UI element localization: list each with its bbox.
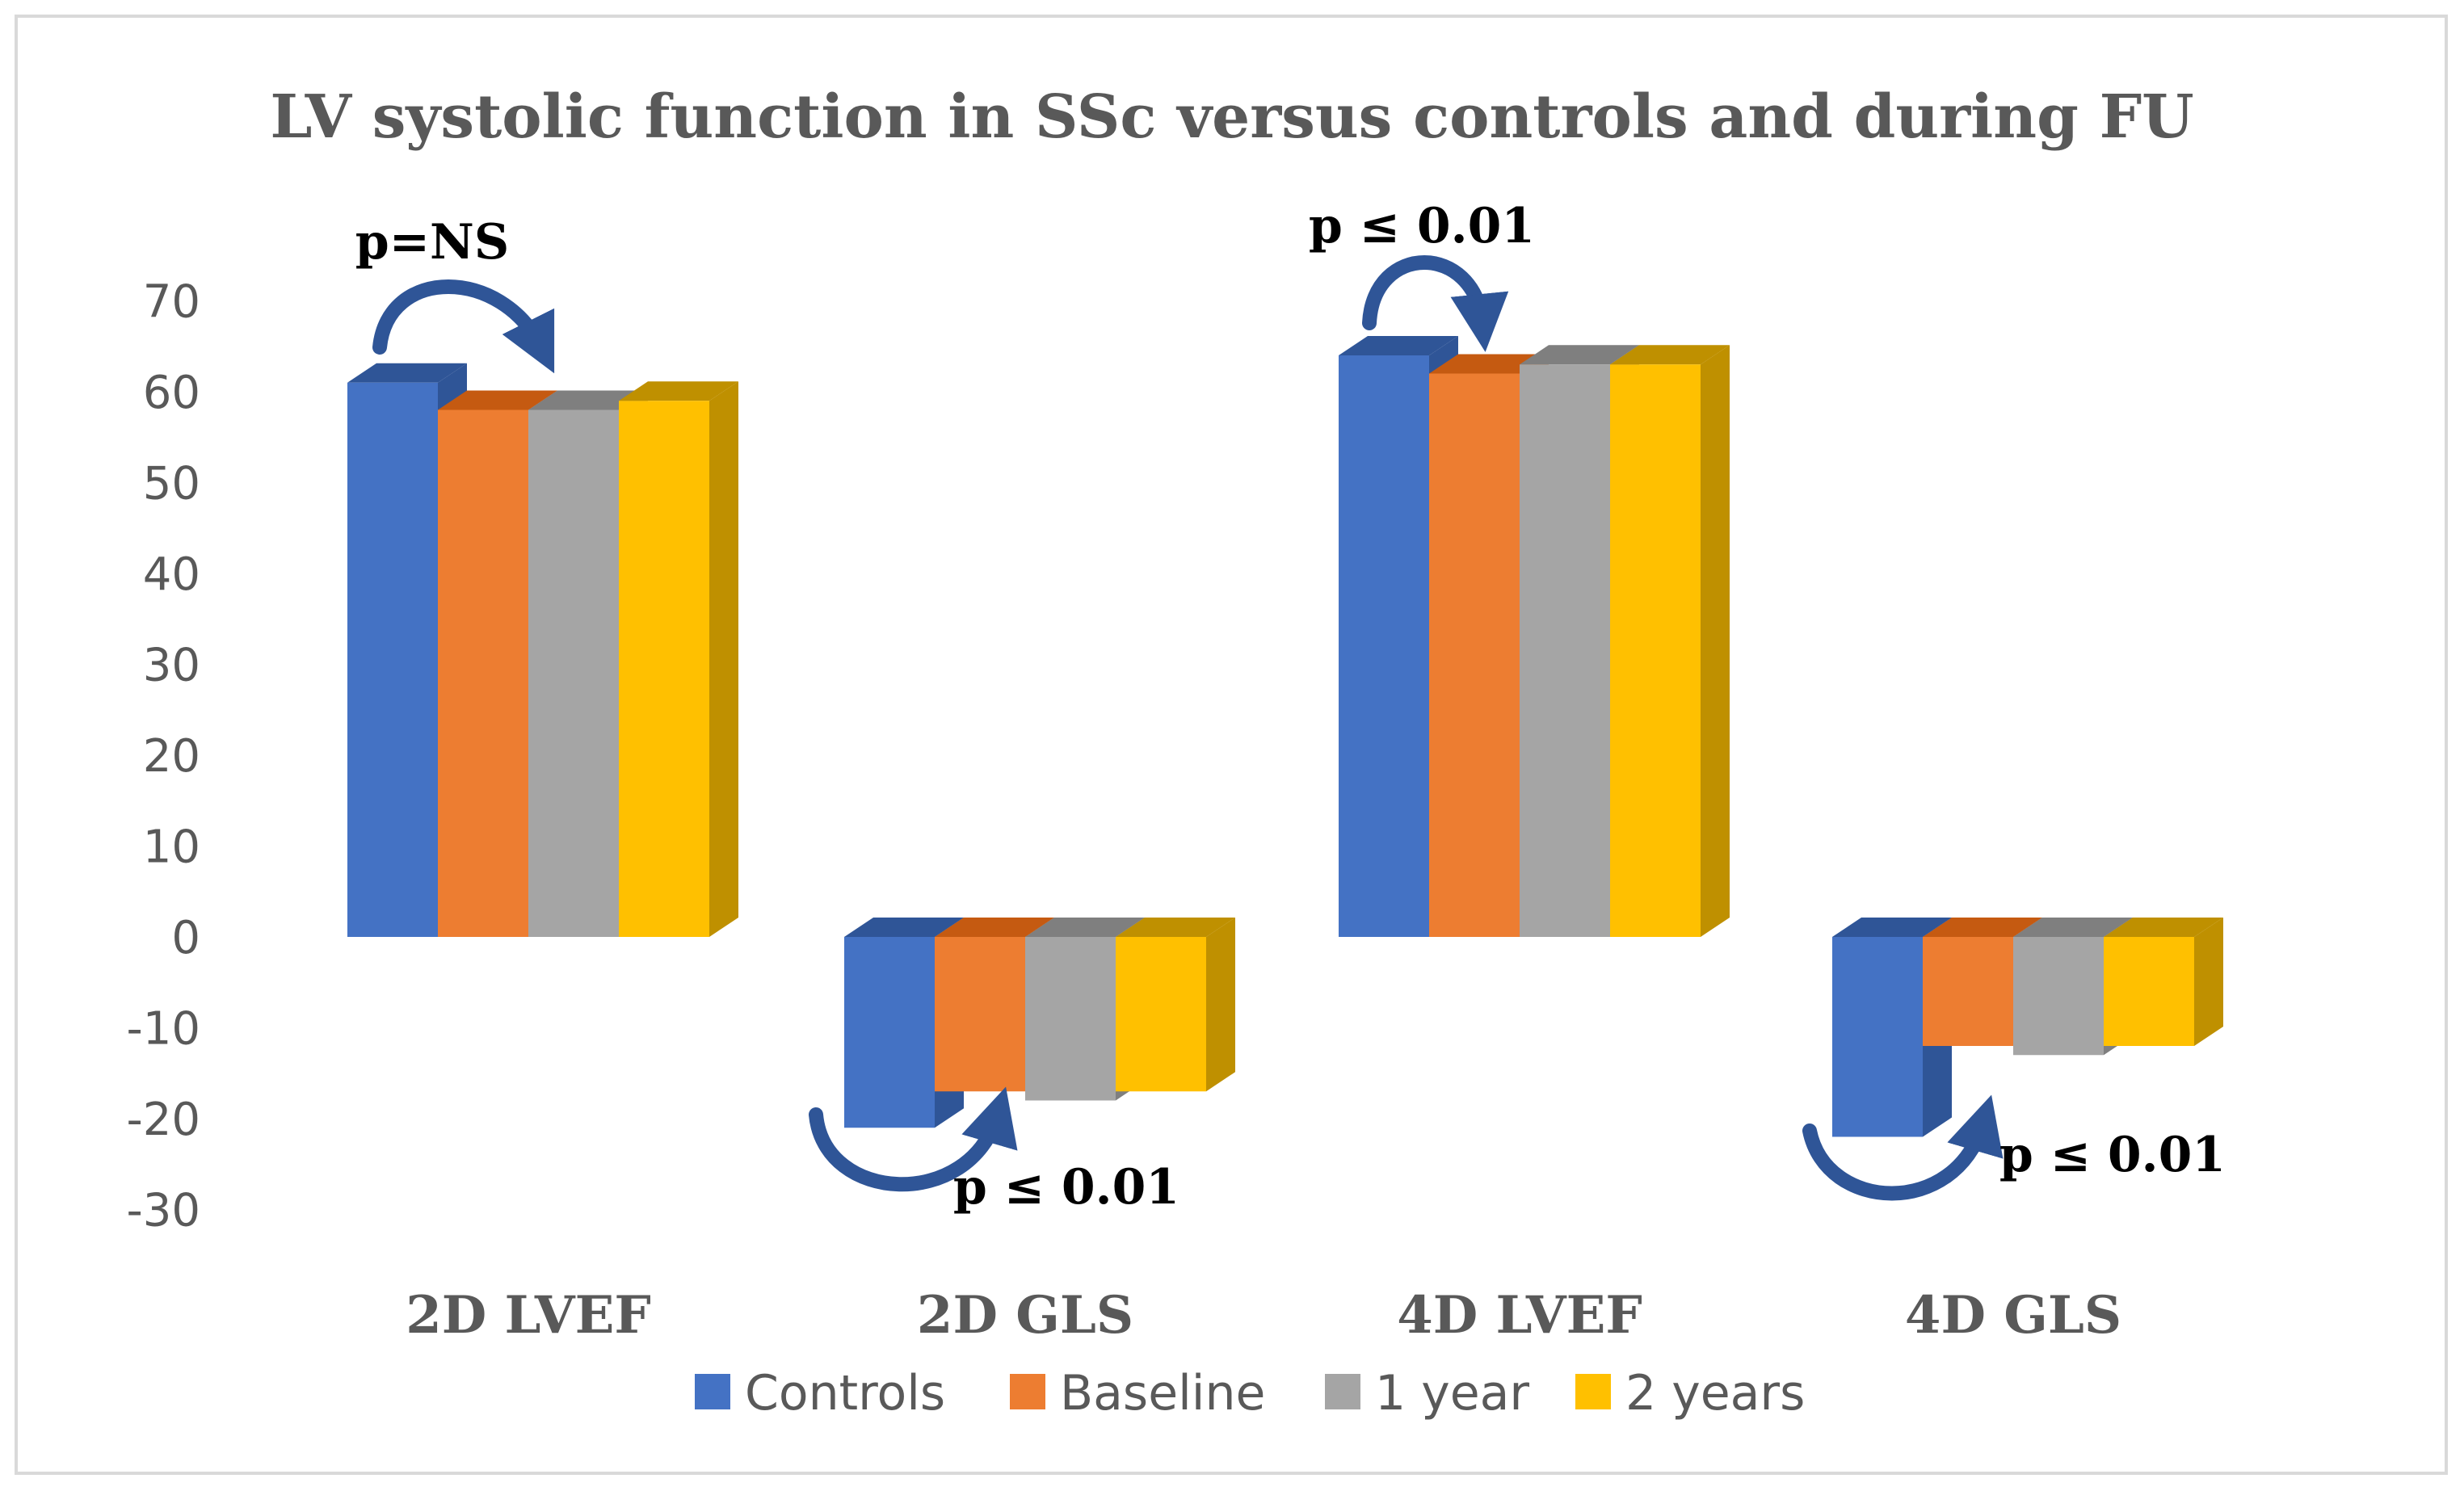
bar-front-face [844, 937, 935, 1128]
legend-label: Controls [745, 1365, 945, 1422]
bar-2-years-2d-gls [1116, 918, 1235, 1092]
bar-side-face [709, 381, 738, 937]
bar-top-face [528, 390, 648, 410]
y-tick-label: 60 [143, 367, 200, 419]
bars-group [347, 336, 2223, 1137]
legend-item-2-years: 2 years [1575, 1365, 1805, 1422]
y-tick-label: -30 [127, 1185, 200, 1237]
bar-front-face [347, 382, 438, 937]
bar-front-face [1116, 937, 1206, 1092]
legend-swatch [695, 1374, 730, 1409]
bar-front-face [1832, 937, 1923, 1137]
annotations-group: p=NS p ≤ 0.01 p ≤ 0.01 p ≤ 0.01 [355, 198, 2226, 1216]
bar-front-face [2013, 937, 2104, 1056]
legend-item-controls: Controls [695, 1365, 945, 1422]
y-tick-label: 0 [171, 912, 200, 964]
category-label: 4D GLS [1905, 1285, 2121, 1346]
bar-top-face [1610, 345, 1730, 365]
y-tick-label: 20 [143, 730, 200, 783]
curved-arrow-icon [1802, 1094, 2004, 1201]
bar-2-years-4d-gls [2104, 918, 2223, 1046]
y-axis: 70 60 50 40 30 20 10 0 -10 -20 -30 [127, 276, 200, 1237]
y-tick-label: -10 [127, 1003, 200, 1056]
bar-2-years-4d-lvef [1610, 345, 1730, 937]
bar-top-face [1429, 354, 1549, 374]
legend-label: Baseline [1060, 1365, 1265, 1422]
bar-front-face [1339, 355, 1429, 937]
legend-label: 2 years [1625, 1365, 1805, 1422]
p-value-label: p ≤ 0.01 [1999, 1127, 2226, 1183]
y-tick-label: 10 [143, 821, 200, 874]
bar-top-face [1520, 345, 1639, 365]
y-tick-label: 40 [143, 548, 200, 601]
curved-arrow-icon [1362, 255, 1509, 352]
bar-top-face [438, 390, 557, 410]
p-value-label: p ≤ 0.01 [1309, 198, 1535, 254]
curved-arrow-icon [809, 1086, 1018, 1192]
bar-front-face [619, 401, 709, 937]
annotation-3: p ≤ 0.01 [1309, 198, 1535, 352]
curved-arrow-icon [372, 279, 555, 374]
bar-top-face [619, 381, 738, 401]
bar-front-face [438, 410, 528, 937]
y-tick-label: -20 [127, 1094, 200, 1146]
bar-front-face [1923, 937, 2013, 1046]
legend-item-1-year: 1 year [1325, 1365, 1529, 1422]
bar-top-face [2104, 918, 2223, 937]
bar-side-face [1206, 918, 1235, 1092]
bar-top-face [347, 363, 467, 383]
bar-top-face [1116, 918, 1235, 937]
y-tick-label: 30 [143, 640, 200, 692]
legend-swatch [1575, 1374, 1611, 1409]
annotation-4: p ≤ 0.01 [1802, 1094, 2226, 1201]
bar-top-face [2013, 918, 2133, 937]
category-label: 2D GLS [917, 1285, 1133, 1346]
legend-label: 1 year [1375, 1365, 1529, 1422]
category-label: 2D LVEF [406, 1285, 651, 1346]
bar-top-face [935, 918, 1054, 937]
bar-front-face [528, 410, 619, 937]
bar-front-face [1429, 373, 1520, 937]
bar-front-face [1520, 364, 1610, 937]
y-tick-label: 50 [143, 458, 200, 510]
annotation-2: p ≤ 0.01 [809, 1086, 1179, 1216]
y-tick-label: 70 [143, 276, 200, 329]
bar-front-face [1025, 937, 1116, 1101]
bar-top-face [1923, 918, 2042, 937]
bar-2-years-2d-lvef [619, 381, 738, 937]
legend-swatch [1325, 1374, 1360, 1409]
bar-front-face [2104, 937, 2194, 1046]
legend: Controls Baseline 1 year 2 years [695, 1365, 1805, 1422]
legend-swatch [1010, 1374, 1045, 1409]
bar-top-face [1339, 336, 1458, 355]
chart-title: LV systolic function in SSc versus contr… [270, 82, 2193, 152]
annotation-1: p=NS [355, 214, 555, 374]
legend-item-baseline: Baseline [1010, 1365, 1265, 1422]
bar-top-face [1025, 918, 1145, 937]
p-value-label: p=NS [355, 214, 509, 271]
bar-front-face [1610, 364, 1701, 937]
bar-top-face [844, 918, 964, 937]
bar-top-face [1832, 918, 1952, 937]
bar-front-face [935, 937, 1025, 1092]
bar-side-face [2194, 918, 2223, 1046]
bar-side-face [1701, 345, 1730, 937]
p-value-label: p ≤ 0.01 [953, 1159, 1179, 1216]
category-labels: 2D LVEF 2D GLS 4D LVEF 4D GLS [406, 1285, 2121, 1346]
category-label: 4D LVEF [1397, 1285, 1642, 1346]
